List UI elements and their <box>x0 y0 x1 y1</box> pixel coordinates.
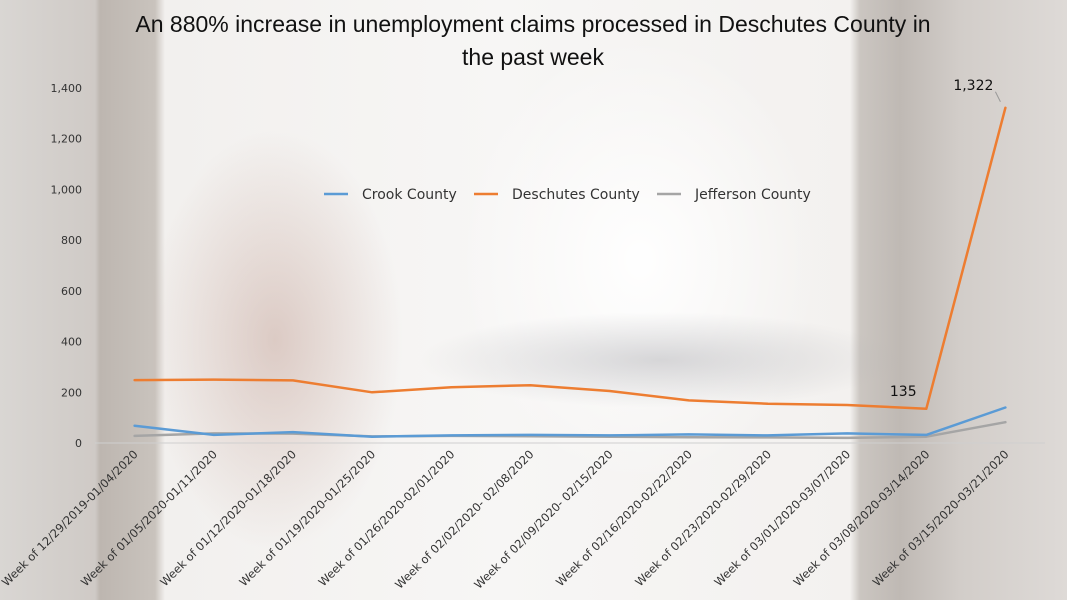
x-tick-label: Week of 03/15/2020-03/21/2020 <box>870 447 1012 589</box>
x-tick-label: Week of 12/29/2019-01/04/2020 <box>0 447 141 589</box>
y-tick-label: 0 <box>75 437 82 450</box>
x-tick-label: Week of 01/12/2020-01/18/2020 <box>157 447 299 589</box>
chart-title: An 880% increase in unemployment claims … <box>135 11 930 70</box>
data-labels: 135 1,322 <box>890 78 1001 400</box>
x-tick-label: Week of 03/08/2020-03/14/2020 <box>791 447 933 589</box>
series-line-deschutes-county <box>133 106 1007 411</box>
data-label: 1,322 <box>953 78 993 94</box>
y-tick-label: 800 <box>61 234 82 247</box>
y-tick-label: 1,400 <box>51 82 83 95</box>
legend-label: Deschutes County <box>512 187 640 203</box>
x-tick-label: Week of 02/16/2020-02/22/2020 <box>553 447 695 589</box>
x-tick-label: Week of 03/01/2020-03/07/2020 <box>711 447 853 589</box>
background-legs-figure <box>360 300 960 420</box>
x-tick-label: Week of 02/02/2020- 02/08/2020 <box>392 447 536 591</box>
background-person-figure <box>105 40 445 600</box>
legend-label: Jefferson County <box>694 187 811 203</box>
data-label-leader <box>994 91 1001 103</box>
series-line-crook-county <box>133 406 1007 438</box>
x-tick-label: Week of 02/09/2020- 02/15/2020 <box>471 447 615 591</box>
x-tick-label: Week of 01/19/2020-01/25/2020 <box>236 447 378 589</box>
chart-title-line-1: An 880% increase in unemployment claims … <box>135 11 930 37</box>
data-label: 135 <box>890 384 917 400</box>
y-tick-label: 1,200 <box>51 133 83 146</box>
series-lines <box>133 106 1007 440</box>
y-tick-label: 1,000 <box>51 183 83 196</box>
y-tick-label: 600 <box>61 285 82 298</box>
y-tick-label: 400 <box>61 336 82 349</box>
x-tick-label: Week of 01/05/2020-01/11/2020 <box>78 447 220 589</box>
legend: Crook County Deschutes County Jefferson Co… <box>324 187 811 203</box>
y-tick-label: 200 <box>61 386 82 399</box>
y-axis: 0 200 400 600 800 1,000 1,200 1,400 <box>51 82 83 450</box>
x-tick-label: Week of 02/23/2020-02/29/2020 <box>632 447 774 589</box>
chart-title-line-2: the past week <box>462 44 604 70</box>
legend-label: Crook County <box>362 187 457 203</box>
x-tick-label: Week of 01/26/2020-02/01/2020 <box>316 447 458 589</box>
